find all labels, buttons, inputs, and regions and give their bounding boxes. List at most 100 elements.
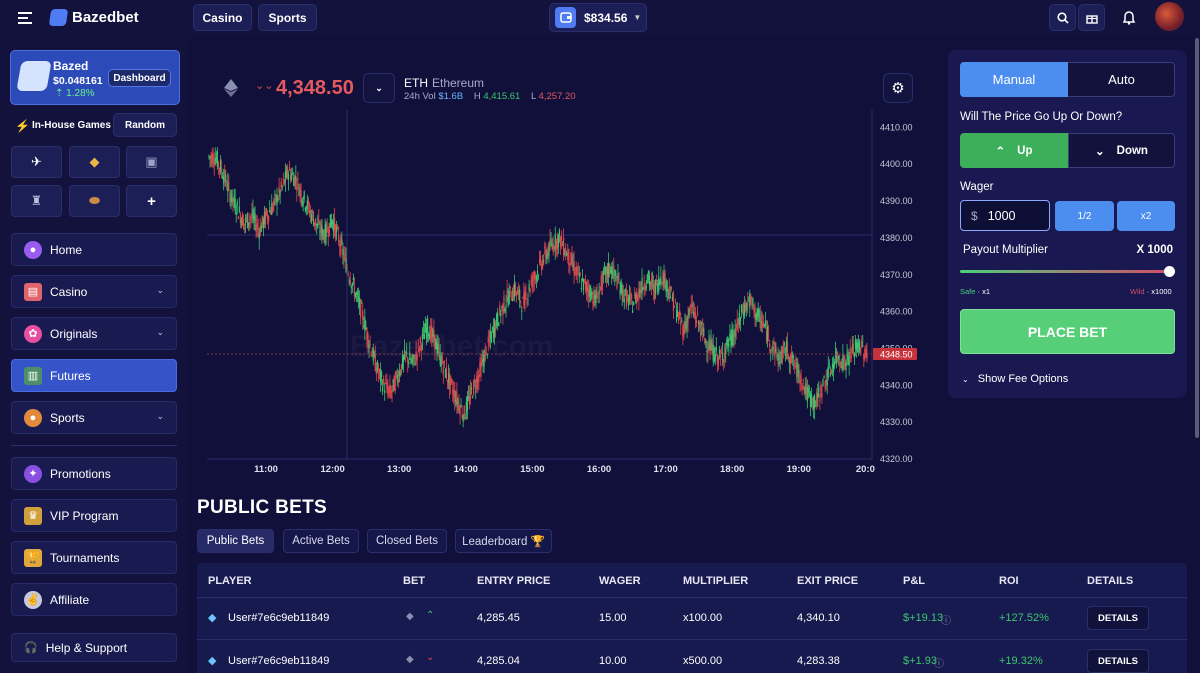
sidebar-item-originals[interactable]: ✿ Originals ⌄ [11, 317, 177, 350]
multiplier-slider-track[interactable] [960, 270, 1170, 273]
candle-body [445, 367, 448, 379]
candle-body [281, 186, 283, 188]
game-robot-tile[interactable]: ♜ [11, 185, 62, 217]
nav-casino-button[interactable]: Casino [193, 4, 252, 31]
candle-body [388, 386, 390, 390]
eth-icon: ◆ [406, 611, 414, 622]
multiplier-slider-handle[interactable] [1164, 266, 1175, 277]
candle-body [438, 348, 440, 350]
tab-closed-bets[interactable]: Closed Bets [367, 529, 447, 553]
candle-body [848, 355, 850, 366]
wager-input[interactable]: $ 1000 [960, 200, 1050, 231]
candle-body [633, 302, 635, 306]
candle-body [521, 310, 523, 312]
brand-logo-icon[interactable] [48, 9, 69, 26]
candle-body [478, 374, 480, 382]
candle-body [230, 197, 232, 202]
wallet-balance-button[interactable]: $834.56 ▼ [549, 3, 647, 32]
candle-body [277, 199, 279, 201]
avatar[interactable] [1155, 2, 1184, 31]
price-chart[interactable]: 4410.00 4400.00 4390.00 4380.00 4370.00 4360.… [200, 110, 922, 480]
sidebar-item-tournaments[interactable]: 🏆 Tournaments [11, 541, 177, 574]
candle-body [617, 273, 619, 280]
sidebar-item-sports[interactable]: ● Sports ⌄ [11, 401, 177, 434]
bell-icon[interactable] [1122, 10, 1138, 26]
nav-sports-button[interactable]: Sports [258, 4, 317, 31]
candle-body [377, 371, 380, 374]
sidebar-item-home[interactable]: ● Home [11, 233, 177, 266]
tab-manual[interactable]: Manual [960, 62, 1068, 97]
chart-settings-button[interactable]: ⚙ [883, 73, 913, 103]
headset-icon: 🎧 [24, 642, 38, 654]
candle-body [545, 249, 547, 259]
chevron-down-icon: ⌄ [375, 82, 383, 93]
sidebar-item-vip-program[interactable]: ♛ VIP Program [11, 499, 177, 532]
candle-body [862, 345, 864, 347]
game-mines-tile[interactable]: ◆ [69, 146, 120, 178]
game-plane-tile[interactable]: ✈ [11, 146, 62, 178]
candle-body [397, 378, 399, 383]
tab-auto[interactable]: Auto [1108, 72, 1135, 87]
random-button[interactable]: Random [113, 113, 177, 137]
candle-body [713, 347, 715, 363]
game-football-tile[interactable]: ⬬ [69, 185, 120, 217]
candle-body [259, 225, 261, 235]
candle-body [239, 214, 241, 224]
candle-body [428, 333, 430, 337]
tab-public-bets[interactable]: Public Bets [197, 529, 274, 553]
sidebar-item-promotions[interactable]: ✦ Promotions [11, 457, 177, 490]
candle-body [380, 372, 383, 377]
game-slot-tile[interactable]: ▣ [126, 146, 177, 178]
details-button[interactable]: DETAILS [1087, 606, 1149, 630]
help-support-button[interactable]: 🎧 Help & Support [11, 633, 177, 662]
direction-down-button[interactable]: ⌄ Down [1068, 133, 1175, 168]
candle-body [612, 271, 614, 279]
dashboard-button[interactable]: Dashboard [108, 69, 171, 87]
place-bet-button[interactable]: PLACE BET [960, 309, 1175, 354]
direction-up-button[interactable]: ⌃ Up [960, 133, 1068, 168]
half-wager-button[interactable]: 1/2 [1055, 201, 1114, 231]
asset-selector-button[interactable]: ⌄ [363, 73, 395, 103]
menu-icon[interactable] [18, 12, 32, 24]
candle-body [215, 158, 217, 161]
candle-body [807, 388, 809, 393]
candle-body [816, 392, 818, 407]
sidebar-item-futures[interactable]: ▥ Futures [11, 359, 177, 392]
candle-body [725, 348, 727, 354]
page-scrollbar[interactable] [1195, 38, 1199, 438]
double-wager-button[interactable]: x2 [1117, 201, 1175, 231]
tab-active-bets[interactable]: Active Bets [283, 529, 359, 553]
gift-button[interactable] [1078, 4, 1105, 31]
candle-body [575, 267, 577, 271]
candle-body [715, 346, 717, 350]
tab-leaderboard[interactable]: Leaderboard 🏆 [455, 529, 552, 553]
candle-body [795, 359, 797, 361]
add-game-button[interactable]: + [126, 185, 177, 217]
player-name[interactable]: User#7e6c9eb11849 [228, 655, 330, 667]
candle-body [425, 327, 428, 339]
chevron-down-icon: ⌄ [156, 327, 164, 337]
player-name[interactable]: User#7e6c9eb11849 [228, 612, 330, 624]
show-fee-options-link[interactable]: ⌄ Show Fee Options [962, 373, 1069, 385]
brand-name[interactable]: Bazedbet [72, 9, 139, 26]
candle-body [702, 327, 704, 332]
candle-body [850, 355, 852, 359]
info-icon[interactable]: ⓘ [941, 616, 951, 627]
sidebar-item-affiliate[interactable]: ✌ Affiliate [11, 583, 177, 616]
bolt-icon: ⚡ [15, 119, 30, 133]
candle-body [214, 157, 216, 164]
candle-body [782, 344, 784, 354]
candle-body [542, 259, 544, 268]
candle-body [737, 322, 739, 324]
candle-body [751, 301, 753, 303]
search-button[interactable] [1049, 4, 1076, 31]
info-icon[interactable]: ⓘ [934, 659, 944, 670]
candle-body [605, 267, 608, 278]
sidebar-item-casino[interactable]: ▤ Casino ⌄ [11, 275, 177, 308]
candle-body [498, 322, 500, 326]
candle-body [668, 286, 670, 299]
candle-body [326, 227, 328, 232]
details-button[interactable]: DETAILS [1087, 649, 1149, 673]
candle-body [590, 291, 592, 302]
candle-body [791, 351, 793, 363]
